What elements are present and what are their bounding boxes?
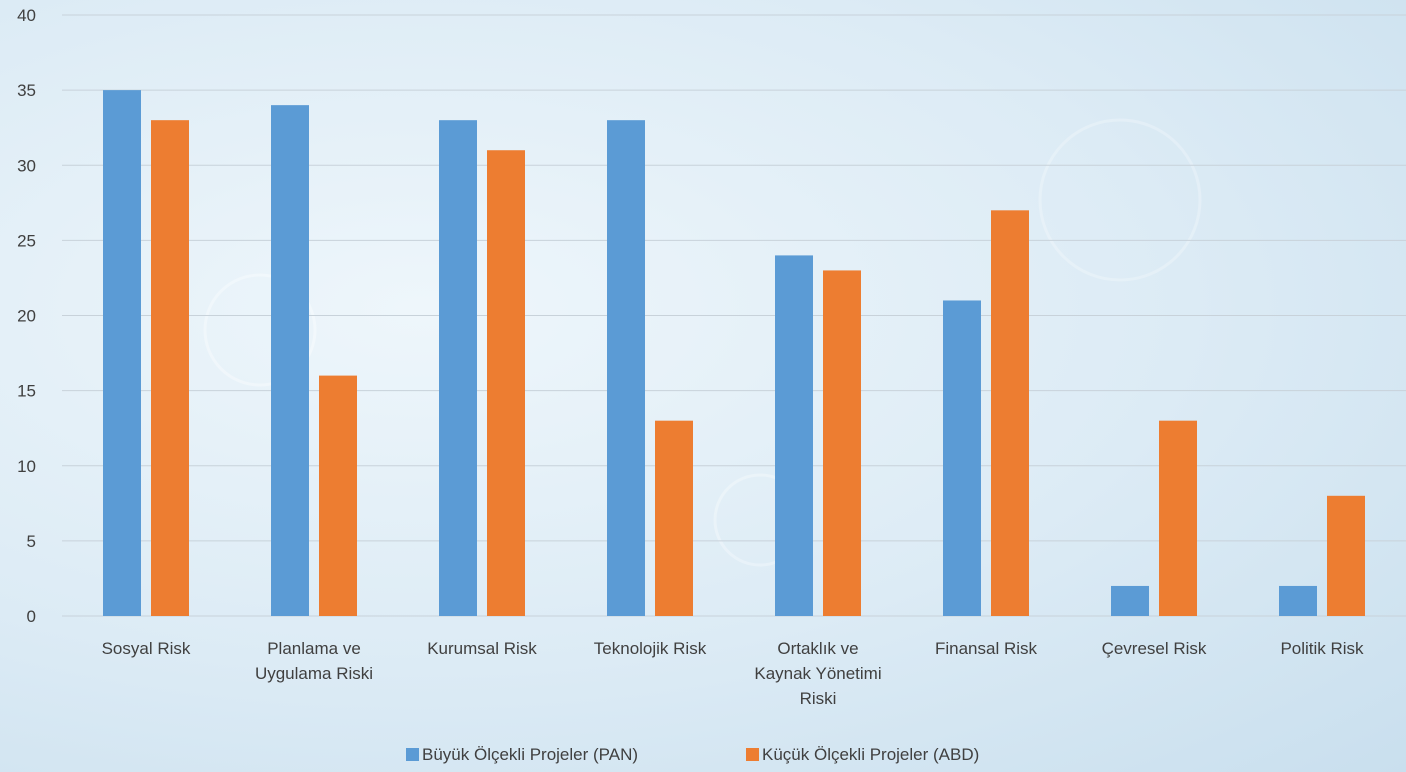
- x-category-label: Politik Risk: [1280, 639, 1364, 658]
- bar-abd: [655, 420, 693, 616]
- bar-pan: [607, 120, 645, 617]
- bar-pan: [271, 105, 309, 617]
- x-category-line: Ortaklık ve: [777, 639, 858, 658]
- bar-abd: [1327, 495, 1365, 616]
- y-tick-label: 30: [17, 156, 36, 175]
- legend-swatch: [406, 748, 419, 761]
- bar-abd: [151, 120, 189, 617]
- x-category-label: Finansal Risk: [935, 639, 1038, 658]
- bar-abd: [991, 210, 1029, 616]
- gridlines: [62, 14, 1406, 617]
- x-category-label: Kurumsal Risk: [427, 639, 537, 658]
- x-category-line: Planlama ve: [267, 639, 361, 658]
- y-tick-label: 0: [27, 607, 36, 626]
- x-category-line: Riski: [800, 689, 837, 708]
- x-category-line: Uygulama Riski: [255, 664, 373, 683]
- legend-label: Küçük Ölçekli Projeler (ABD): [762, 745, 979, 764]
- x-category-line: Çevresel Risk: [1102, 639, 1207, 658]
- y-tick-label: 35: [17, 81, 36, 100]
- x-category-label: Planlama ve Uygulama Riski: [255, 639, 373, 683]
- y-tick-label: 15: [17, 382, 36, 401]
- bar-pan: [103, 90, 141, 616]
- legend-label: Büyük Ölçekli Projeler (PAN): [422, 745, 638, 764]
- x-category-label: Ortaklık ve Kaynak Yönetimi Riski: [754, 639, 881, 708]
- x-category-line: Kaynak Yönetimi: [754, 664, 881, 683]
- bar-pan: [439, 120, 477, 617]
- x-axis-labels: Sosyal Risk Planlama ve Uygulama Riski Kuru…: [102, 639, 1364, 708]
- legend: Büyük Ölçekli Projeler (PAN) Küçük Ölçekl…: [406, 745, 979, 764]
- bar-abd: [823, 270, 861, 616]
- x-category-line: Sosyal Risk: [102, 639, 191, 658]
- x-category-line: Teknolojik Risk: [594, 639, 707, 658]
- x-category-label: Teknolojik Risk: [594, 639, 707, 658]
- y-tick-label: 10: [17, 457, 36, 476]
- bar-abd: [1159, 420, 1197, 616]
- bar-abd: [319, 375, 357, 616]
- y-tick-label: 20: [17, 307, 36, 326]
- x-category-line: Politik Risk: [1280, 639, 1364, 658]
- legend-swatch: [746, 748, 759, 761]
- y-tick-label: 40: [17, 6, 36, 25]
- bars: [103, 90, 1365, 617]
- x-category-line: Kurumsal Risk: [427, 639, 537, 658]
- y-tick-label: 25: [17, 231, 36, 250]
- x-category-label: Çevresel Risk: [1102, 639, 1207, 658]
- bar-pan: [943, 300, 981, 616]
- bar-abd: [487, 150, 525, 616]
- y-axis-ticks: 0 5 10 15 20 25 30 35 40: [17, 6, 36, 626]
- bar-pan: [1111, 585, 1149, 616]
- x-category-label: Sosyal Risk: [102, 639, 191, 658]
- x-category-line: Finansal Risk: [935, 639, 1038, 658]
- bar-pan: [1279, 585, 1317, 616]
- bar-pan: [775, 255, 813, 616]
- y-tick-label: 5: [27, 532, 36, 551]
